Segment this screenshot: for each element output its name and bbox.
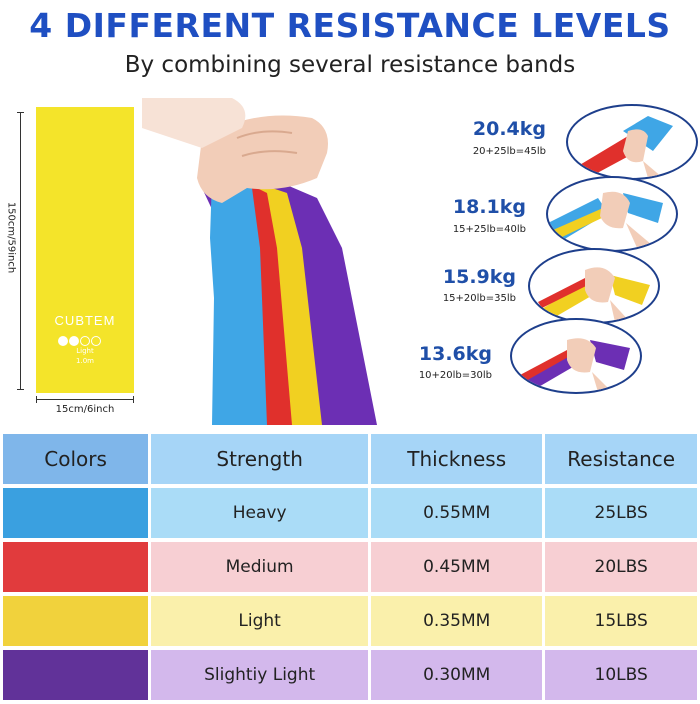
color-swatch-blue [3,488,149,538]
strength-dots-icon [58,331,102,350]
strength-cell: Medium [151,542,369,592]
header-resistance: Resistance [545,434,697,484]
resistance-cell: 20LBS [545,542,697,592]
resistance-cell: 10LBS [545,650,697,700]
combo-2-photo [546,176,678,252]
combo-3-equation: 15+20lb=35lb [442,293,516,304]
band-text: 1.0m [76,357,94,365]
page-title: 4 DIFFERENT RESISTANCE LEVELS [29,6,671,45]
header-strength: Strength [151,434,369,484]
combo-3-photo [528,248,660,324]
resistance-table: Colors Strength Thickness Resistance Hea… [0,430,700,704]
width-dimension-line [36,396,134,403]
header-colors: Colors [3,434,149,484]
combo-1-photo [566,104,698,180]
thickness-cell: 0.55MM [371,488,543,538]
table-row: Slightiy Light 0.30MM 10LBS [3,650,697,700]
combo-3-weight: 15.9kg [442,266,516,288]
color-swatch-red [3,542,149,592]
color-swatch-yellow [3,596,149,646]
table-header-row: Colors Strength Thickness Resistance [3,434,697,484]
combo-2-weight: 18.1kg [452,196,526,218]
combo-4-photo [510,318,642,394]
header-thickness: Thickness [371,434,543,484]
band-brand: CUBTEM [54,313,116,328]
color-swatch-purple [3,650,149,700]
combo-1-equation: 20+25lb=45lb [472,146,546,157]
table-row: Medium 0.45MM 20LBS [3,542,697,592]
table-row: Light 0.35MM 15LBS [3,596,697,646]
strength-cell: Light [151,596,369,646]
table-row: Heavy 0.55MM 25LBS [3,488,697,538]
resistance-cell: 15LBS [545,596,697,646]
width-label: 15cm/6inch [55,404,115,415]
thickness-cell: 0.35MM [371,596,543,646]
combo-4-equation: 10+20lb=30lb [418,370,492,381]
page-subtitle: By combining several resistance bands [124,52,576,78]
resistance-cell: 25LBS [545,488,697,538]
strength-cell: Heavy [151,488,369,538]
combo-4-weight: 13.6kg [418,343,492,365]
thickness-cell: 0.45MM [371,542,543,592]
hand-holding-bands-photo [142,98,377,425]
band-level: Light [76,347,94,355]
strength-cell: Slightiy Light [151,650,369,700]
thickness-cell: 0.30MM [371,650,543,700]
height-label: 150cm/59inch [5,201,17,274]
height-dimension-line [17,112,24,390]
combo-2-equation: 15+25lb=40lb [452,224,526,235]
combo-1-weight: 20.4kg [472,118,546,140]
yellow-band-image: CUBTEM Light 1.0m [36,107,134,393]
